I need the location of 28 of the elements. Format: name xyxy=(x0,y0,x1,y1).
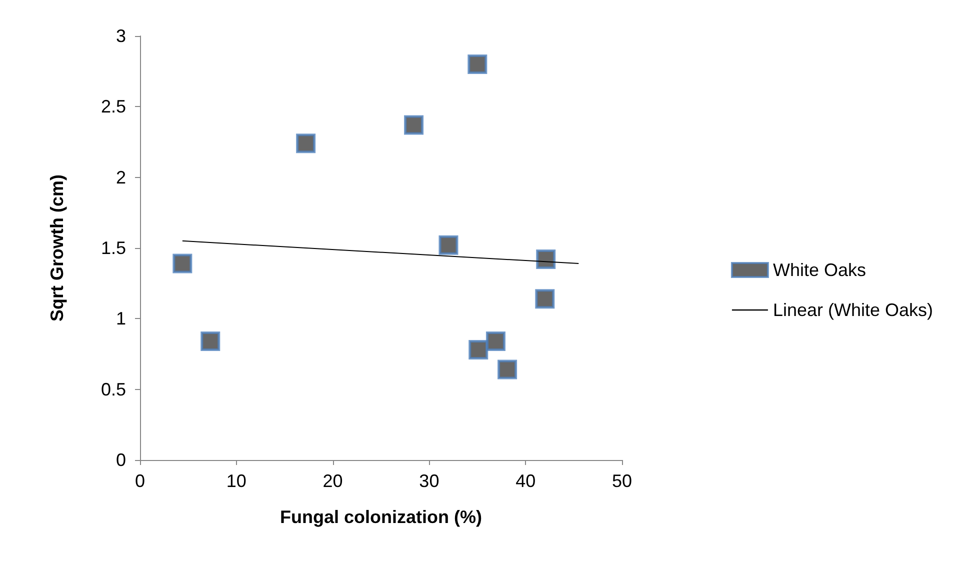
y-axis-title: Sqrt Growth (cm) xyxy=(47,174,67,322)
y-tick-label: 1 xyxy=(116,308,126,329)
legend-label: Linear (White Oaks) xyxy=(772,300,934,320)
x-tick-label: 10 xyxy=(226,471,246,491)
y-tick-label: 1.5 xyxy=(100,238,126,258)
point xyxy=(498,360,518,380)
y-tick-label: 2.5 xyxy=(100,96,126,117)
point xyxy=(486,332,506,352)
x-tick-label: 20 xyxy=(322,471,343,491)
x-tick-label: 0 xyxy=(134,471,146,491)
x-axis-title: Fungal colonization (%) xyxy=(280,507,482,527)
point xyxy=(172,254,192,274)
y-tick-label: 0.5 xyxy=(100,379,126,400)
x-tick-label: 30 xyxy=(419,471,440,491)
x-tick-label: 40 xyxy=(516,471,536,491)
point xyxy=(296,134,316,154)
point xyxy=(404,115,424,135)
y-tick-label: 0 xyxy=(116,450,126,470)
point xyxy=(438,235,458,255)
point xyxy=(536,250,556,270)
point xyxy=(468,54,488,74)
point xyxy=(468,340,488,360)
point xyxy=(535,289,555,309)
point xyxy=(200,332,220,352)
legend-label: White Oaks xyxy=(772,260,866,280)
x-tick-label: 50 xyxy=(612,471,632,491)
y-tick-label: 3 xyxy=(116,26,126,46)
y-tick-label: 2 xyxy=(116,167,126,188)
